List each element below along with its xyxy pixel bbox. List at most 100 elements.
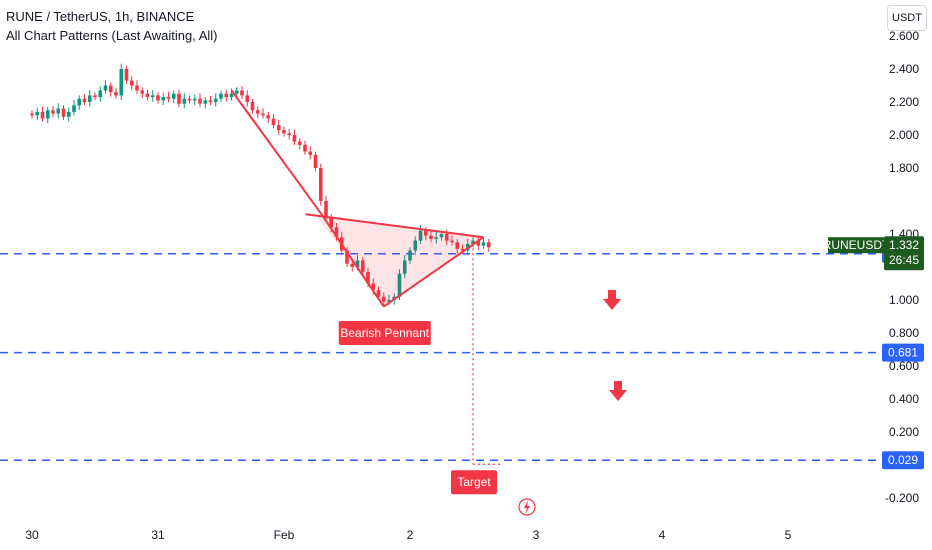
y-tick-label: 2.000 — [889, 128, 919, 142]
y-tick-label: 0.400 — [889, 392, 919, 406]
candle-body — [481, 242, 486, 246]
x-tick-label: 31 — [151, 528, 165, 542]
candle-body — [397, 273, 402, 297]
candle-body — [229, 93, 234, 98]
y-tick-label: 2.600 — [889, 29, 919, 43]
candle-body — [455, 242, 460, 249]
pennant-fill — [315, 214, 484, 307]
candle-body — [486, 242, 491, 248]
x-tick-label: Feb — [274, 528, 295, 542]
candle-body — [423, 230, 428, 236]
pattern-label: Bearish Pennant — [340, 326, 429, 340]
candle-body — [276, 125, 281, 131]
candle-body — [103, 85, 108, 91]
candle-body — [161, 97, 166, 101]
candle-body — [156, 95, 160, 101]
candle-body — [476, 240, 481, 246]
candle-body — [187, 98, 192, 101]
y-tick-label: -0.200 — [885, 491, 919, 505]
last-price-tag — [884, 236, 924, 271]
candle-body — [192, 98, 197, 101]
candle-body — [35, 111, 40, 116]
symbol-title: RUNE / TetherUS, 1h, BINANCE — [6, 9, 195, 24]
candle-body — [108, 85, 113, 93]
candle-body — [177, 93, 181, 104]
candle-body — [135, 85, 139, 91]
last-price-label: 1.332 — [889, 238, 919, 252]
candle-body — [245, 95, 250, 102]
candle-body — [439, 234, 444, 238]
lightning-icon — [518, 498, 536, 516]
candle-body — [350, 263, 355, 267]
candle-body — [219, 93, 223, 99]
candle-body — [203, 100, 208, 104]
y-tick-label: 0.800 — [889, 326, 919, 340]
symbol-tag-label: RUNEUSDT — [823, 238, 890, 252]
y-tick-label: 1.000 — [889, 293, 919, 307]
candle-body — [261, 113, 265, 116]
candle-body — [329, 217, 334, 228]
x-tick-label: 5 — [785, 528, 792, 542]
x-tick-label: 2 — [407, 528, 414, 542]
candle-body — [56, 108, 61, 114]
candle-body — [460, 248, 465, 251]
candle-body — [129, 80, 134, 86]
candle-body — [434, 237, 439, 239]
level-price-tag — [882, 343, 924, 362]
candle-body — [30, 113, 34, 116]
candle-body — [381, 296, 386, 302]
candle-body — [292, 135, 297, 142]
candle-body — [355, 260, 360, 267]
candle-body — [402, 260, 407, 274]
candle-body — [287, 133, 292, 135]
candle-body — [429, 235, 433, 239]
candle-body — [213, 98, 218, 102]
y-tick-label: 1.800 — [889, 161, 919, 175]
flagpole-line — [230, 89, 323, 215]
candle-body — [114, 92, 118, 96]
candle-body — [360, 260, 365, 272]
x-tick-label: 3 — [533, 528, 540, 542]
candle-body — [124, 69, 129, 81]
pennant-lower-left — [320, 213, 385, 308]
candle-body — [66, 111, 71, 117]
candle-body — [208, 100, 213, 102]
currency-button[interactable]: USDT — [887, 5, 927, 31]
candle-body — [182, 98, 187, 104]
candle-body — [387, 300, 391, 302]
candle-body — [271, 118, 276, 126]
candle-body — [61, 108, 66, 117]
candle-body — [408, 250, 412, 261]
x-tick-label: 30 — [25, 528, 39, 542]
candle-body — [255, 110, 260, 114]
candle-body — [77, 98, 82, 106]
candle-body — [345, 250, 349, 264]
candle-body — [72, 105, 76, 112]
candle-body — [45, 110, 50, 119]
pennant-lower-right — [383, 236, 485, 308]
candle-body — [366, 271, 370, 284]
down-arrow-icon — [603, 290, 621, 310]
candle-body — [450, 240, 454, 243]
level-price-label: 0.029 — [888, 453, 918, 467]
candle-body — [413, 240, 418, 251]
candle-body — [282, 130, 286, 134]
candle-body — [82, 98, 87, 102]
candle-body — [224, 93, 229, 98]
candle-body — [93, 95, 97, 98]
down-arrow-icon — [609, 381, 627, 401]
candle-body — [40, 111, 45, 119]
candle-body — [98, 90, 103, 98]
level-price-label: 0.681 — [888, 346, 918, 360]
candle-body — [87, 95, 92, 102]
candle-body — [371, 283, 376, 291]
candle-body — [444, 234, 449, 241]
candle-body — [240, 90, 244, 96]
candle-body — [198, 98, 202, 104]
level-price-tag — [882, 451, 924, 470]
candle-body — [418, 230, 423, 241]
pattern-label-box — [338, 321, 431, 345]
candle-body — [166, 97, 171, 99]
candle-body — [308, 151, 313, 155]
